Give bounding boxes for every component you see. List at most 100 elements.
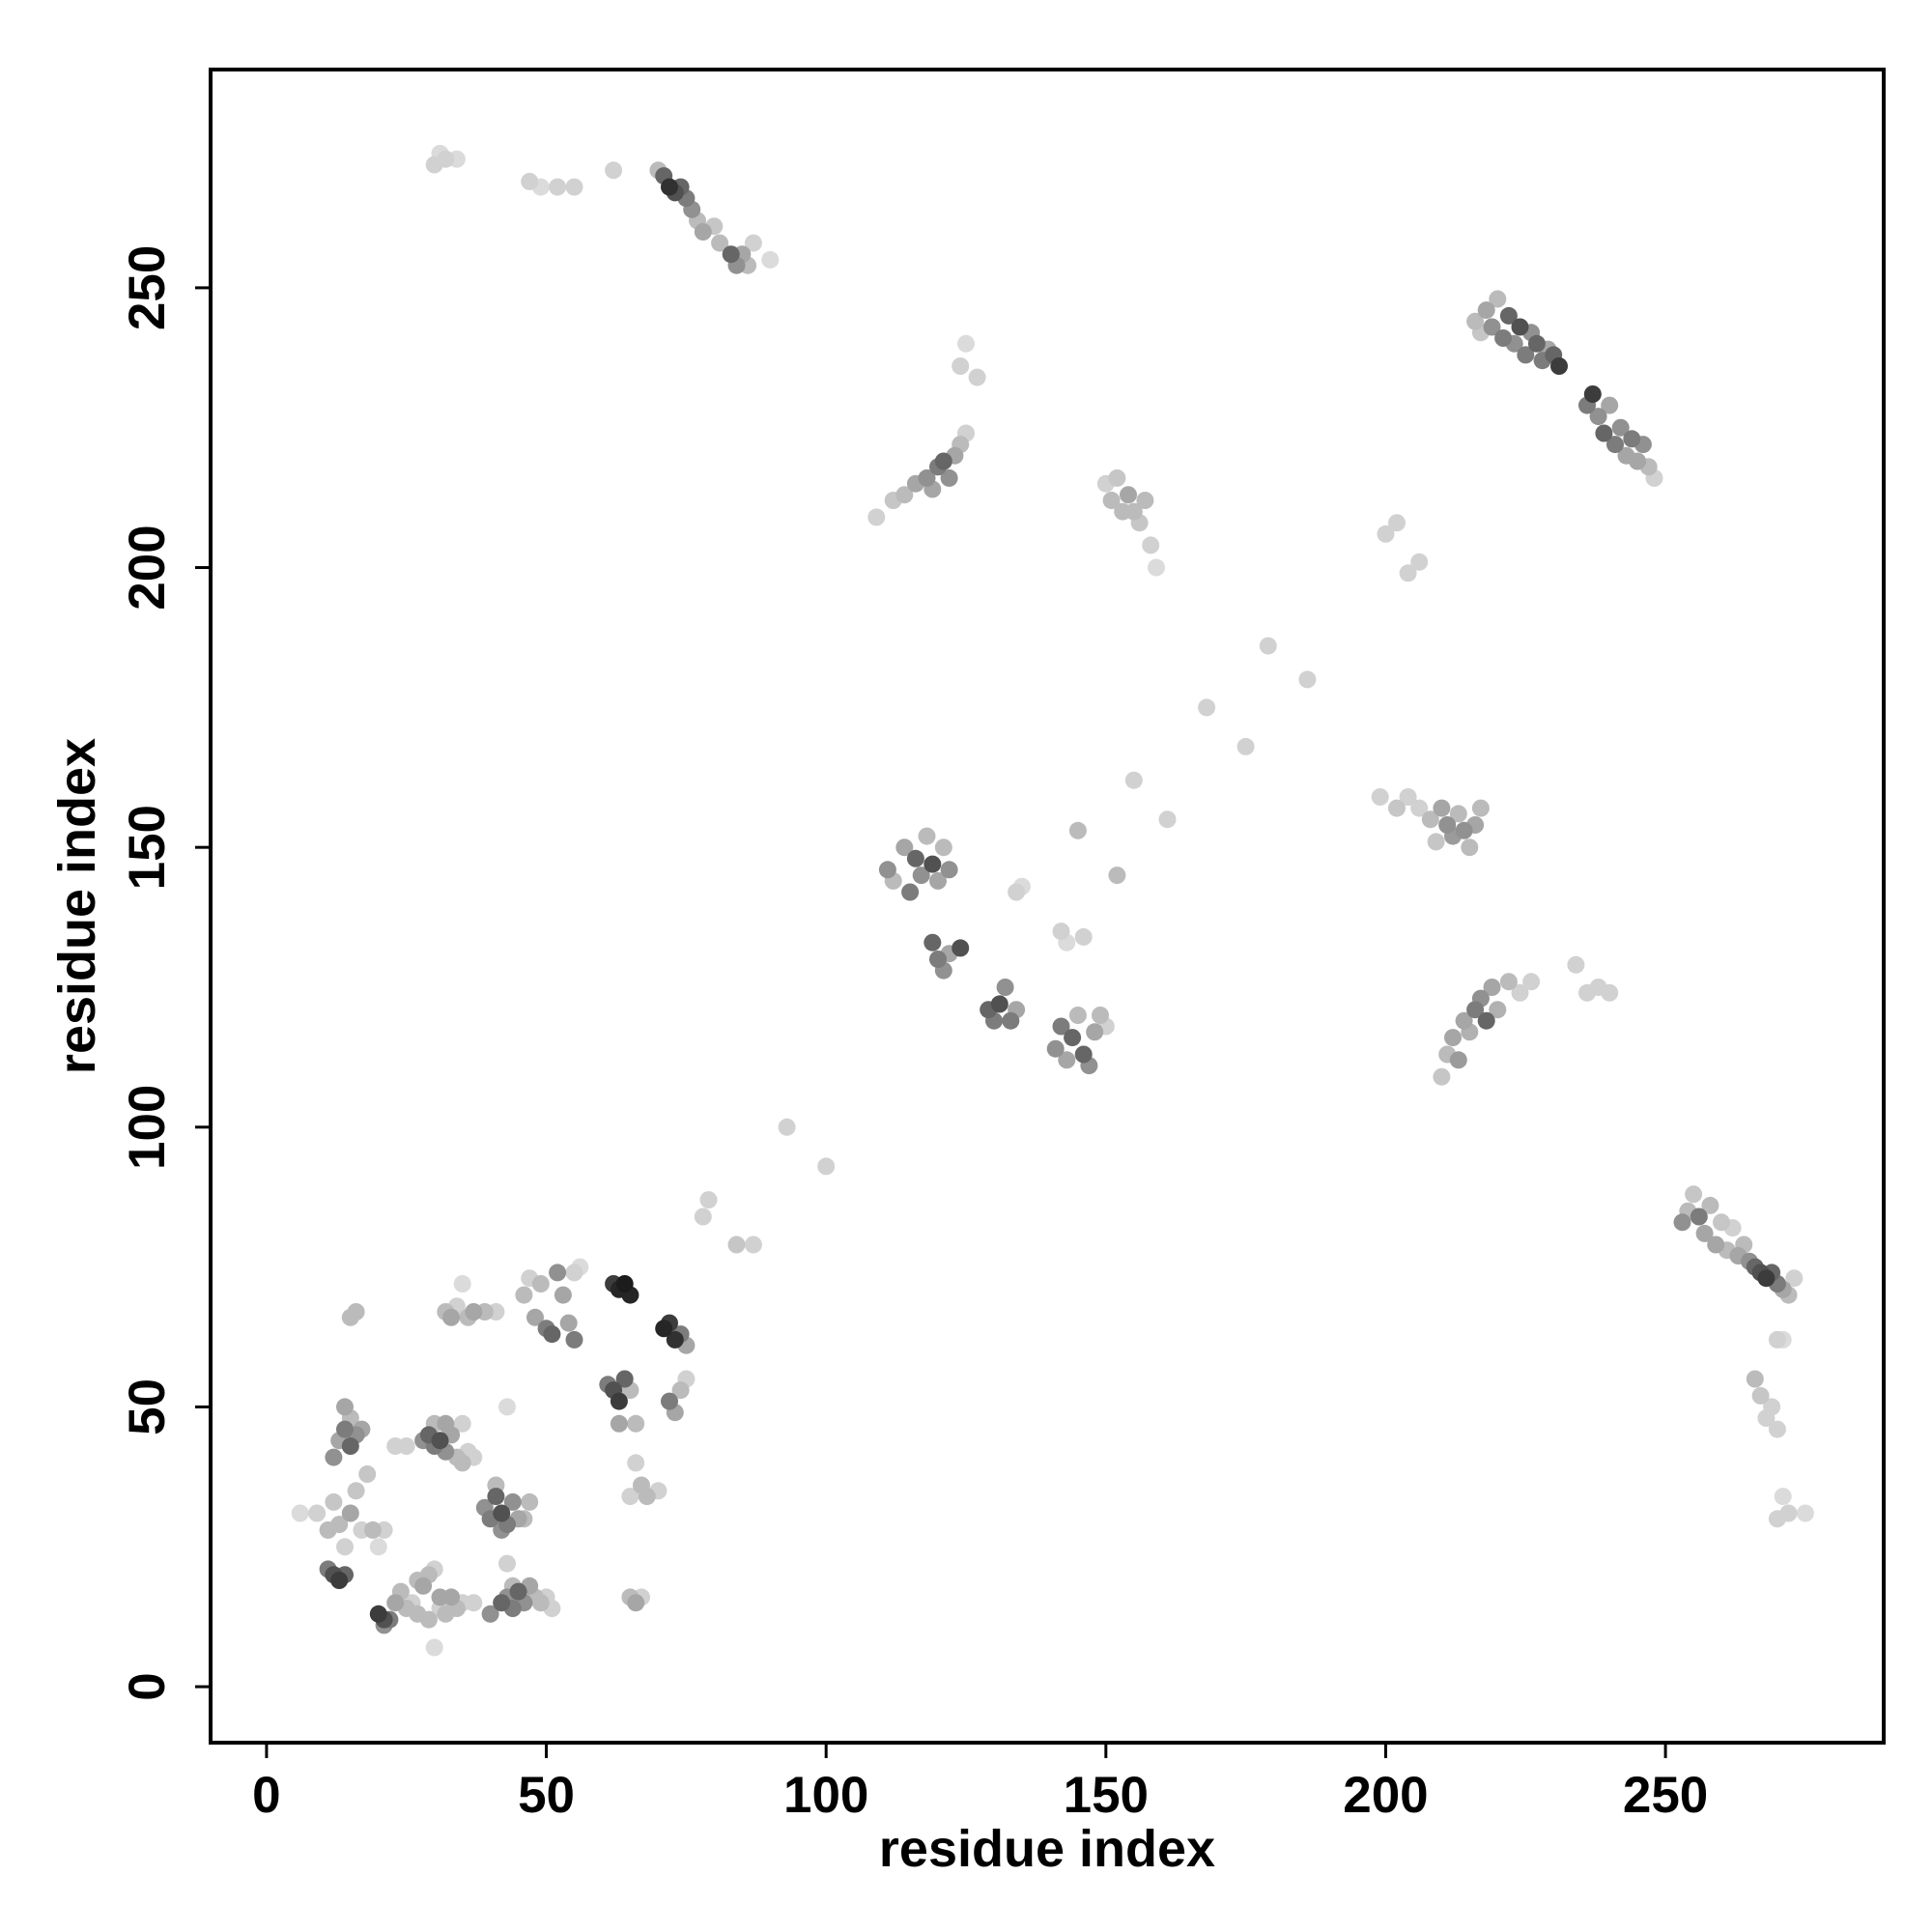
contact-point: [503, 1492, 522, 1511]
contact-point: [308, 1504, 327, 1522]
contact-point: [425, 1638, 443, 1657]
contact-point: [1124, 502, 1143, 521]
contact-point: [878, 861, 896, 879]
scatter-points: [291, 144, 1814, 1657]
contact-point: [465, 1594, 483, 1612]
y-tick-label: 100: [119, 1085, 176, 1170]
contact-point: [1796, 1504, 1814, 1522]
contact-point: [559, 1314, 578, 1332]
contact-point: [610, 1392, 628, 1410]
x-axis: 0 50 100 150 200 250: [252, 1741, 1708, 1824]
contact-point: [1068, 821, 1087, 839]
contact-point: [330, 1516, 349, 1534]
contact-point: [912, 867, 930, 885]
x-tick-label: 200: [1343, 1767, 1428, 1824]
contact-point: [1483, 318, 1501, 336]
contact-point: [1595, 424, 1613, 442]
contact-point: [615, 1275, 634, 1293]
contact-point: [1511, 318, 1529, 336]
contact-point: [934, 838, 952, 857]
contact-point: [1102, 492, 1121, 509]
contact-point: [1421, 810, 1439, 829]
contact-point: [1388, 799, 1406, 817]
contact-point: [1046, 1039, 1065, 1058]
contact-point: [621, 1488, 639, 1506]
contact-point: [1449, 805, 1467, 823]
y-tick-label: 0: [119, 1672, 176, 1700]
y-axis: 0 50 100 150 200 250: [119, 245, 213, 1701]
contact-point: [923, 855, 942, 873]
contact-point: [929, 871, 947, 890]
contact-point: [906, 849, 924, 867]
contact-point: [627, 1594, 645, 1612]
contact-point: [1522, 973, 1541, 991]
y-tick-label: 200: [119, 525, 176, 610]
contact-point: [1052, 1017, 1070, 1036]
contact-point: [565, 178, 583, 196]
contact-point: [364, 1520, 382, 1539]
contact-point: [1433, 799, 1451, 817]
contact-point: [1198, 698, 1216, 717]
contact-point: [493, 1594, 511, 1612]
contact-point: [453, 1454, 471, 1472]
contact-point: [1236, 737, 1255, 755]
contact-point: [1449, 1051, 1467, 1069]
plot-frame: [209, 68, 1886, 1745]
contact-point: [895, 486, 914, 504]
contact-point: [1673, 1213, 1691, 1232]
contact-point: [929, 951, 947, 968]
contact-point: [627, 1454, 645, 1472]
contact-point: [655, 1320, 673, 1338]
contact-point: [1707, 1236, 1725, 1254]
contact-point: [1517, 346, 1535, 364]
contact-point: [1629, 452, 1647, 470]
contact-point: [1068, 1007, 1087, 1024]
contact-point: [521, 172, 539, 190]
contact-point: [940, 469, 958, 487]
contact-point: [341, 1504, 359, 1522]
contact-point: [1499, 306, 1518, 325]
contact-point: [369, 1538, 387, 1556]
contact-point: [744, 1236, 762, 1254]
contact-point: [1120, 486, 1137, 504]
contact-point: [498, 1554, 516, 1573]
contact-point: [1052, 923, 1070, 941]
contact-point: [1695, 1224, 1714, 1242]
contact-point: [386, 1437, 405, 1455]
contact-point: [1768, 1420, 1786, 1438]
contact-point: [437, 1414, 455, 1433]
contact-point: [1685, 1185, 1703, 1204]
contact-point: [1785, 1269, 1804, 1288]
contact-point: [336, 1420, 354, 1438]
x-axis-title: residue index: [879, 1820, 1215, 1878]
contact-point: [968, 368, 986, 386]
contact-point: [918, 827, 936, 845]
contact-point: [1058, 1051, 1076, 1069]
contact-point: [347, 1303, 365, 1321]
contact-point: [1751, 1386, 1770, 1405]
x-tick-label: 250: [1623, 1767, 1708, 1824]
contact-point: [509, 1582, 527, 1601]
contact-point: [1444, 1029, 1462, 1047]
contact-point: [1410, 553, 1429, 571]
contact-point: [493, 1504, 511, 1522]
contact-point: [1158, 810, 1177, 829]
contact-point: [1074, 927, 1093, 946]
contact-point: [1499, 973, 1518, 991]
contact-point: [414, 1577, 433, 1595]
contact-point: [1466, 1001, 1485, 1019]
contact-point: [1601, 983, 1619, 1002]
contact-point: [1483, 979, 1501, 996]
contact-point: [1471, 799, 1490, 817]
contact-point: [1388, 514, 1406, 532]
y-tick-label: 150: [119, 805, 176, 890]
x-tick-label: 50: [518, 1767, 575, 1824]
contact-point: [325, 1448, 343, 1466]
contact-point: [895, 838, 914, 857]
contact-point: [1008, 883, 1026, 901]
contact-point: [727, 1236, 746, 1254]
contact-point: [347, 1482, 365, 1500]
x-tick-label: 150: [1064, 1767, 1149, 1824]
contact-point: [1455, 1011, 1473, 1030]
